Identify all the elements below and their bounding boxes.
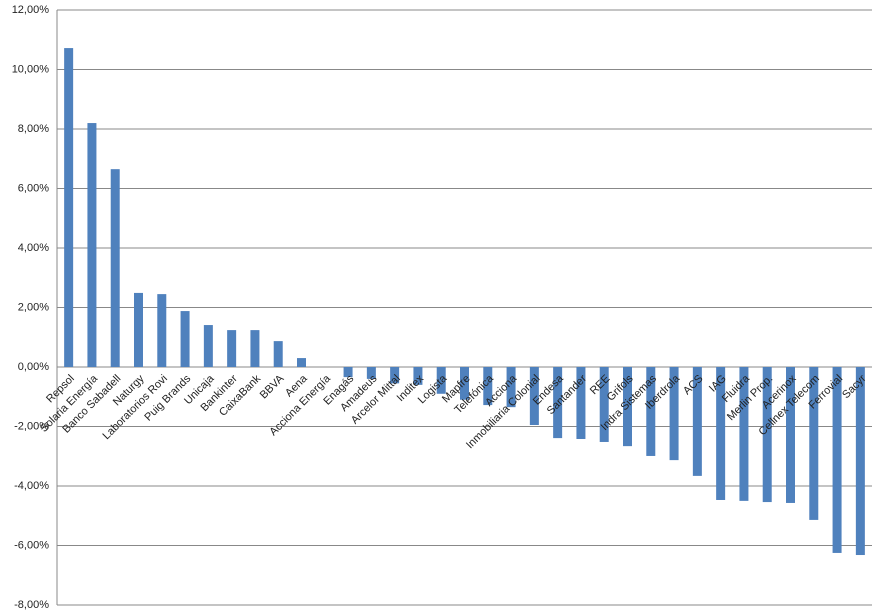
y-tick-label: -2,00% bbox=[14, 420, 49, 432]
bar bbox=[297, 358, 306, 367]
bar bbox=[553, 367, 563, 439]
x-tick-label: BBVA bbox=[258, 372, 287, 401]
bar bbox=[157, 294, 167, 367]
bar bbox=[390, 367, 400, 384]
bar bbox=[460, 367, 469, 400]
bar bbox=[250, 330, 260, 367]
bar bbox=[436, 367, 446, 394]
bar bbox=[506, 367, 516, 408]
y-tick-label: 6,00% bbox=[18, 182, 49, 194]
bar bbox=[646, 367, 656, 456]
y-tick-label: 10,00% bbox=[12, 63, 50, 75]
bar bbox=[739, 367, 749, 501]
y-tick-label: 8,00% bbox=[18, 123, 49, 135]
bar bbox=[343, 367, 353, 378]
bar bbox=[809, 367, 819, 520]
bar bbox=[832, 367, 842, 553]
bar bbox=[692, 367, 702, 476]
bar bbox=[786, 367, 795, 503]
bar bbox=[762, 367, 772, 503]
bar bbox=[227, 330, 237, 367]
y-tick-label: -4,00% bbox=[14, 480, 49, 492]
y-tick-label: 12,00% bbox=[12, 4, 50, 16]
bar bbox=[669, 367, 679, 461]
bar bbox=[110, 169, 120, 367]
y-tick-label: 2,00% bbox=[18, 301, 49, 313]
bar bbox=[716, 367, 726, 500]
y-tick-label: 4,00% bbox=[18, 242, 49, 254]
bar bbox=[576, 367, 586, 439]
bar bbox=[64, 48, 74, 367]
y-tick-label: -8,00% bbox=[14, 599, 49, 611]
bar bbox=[134, 292, 143, 367]
bar bbox=[855, 367, 865, 556]
bar bbox=[623, 367, 632, 447]
bar bbox=[483, 367, 493, 406]
bar bbox=[413, 367, 423, 385]
bar bbox=[599, 367, 609, 442]
bar bbox=[87, 123, 97, 367]
bar bbox=[180, 311, 190, 367]
bar bbox=[529, 367, 539, 426]
y-tick-label: -6,00% bbox=[14, 539, 49, 551]
bar bbox=[273, 341, 283, 367]
y-tick-label: 0,00% bbox=[18, 361, 49, 373]
bar bbox=[203, 325, 213, 367]
bar bbox=[366, 367, 376, 379]
